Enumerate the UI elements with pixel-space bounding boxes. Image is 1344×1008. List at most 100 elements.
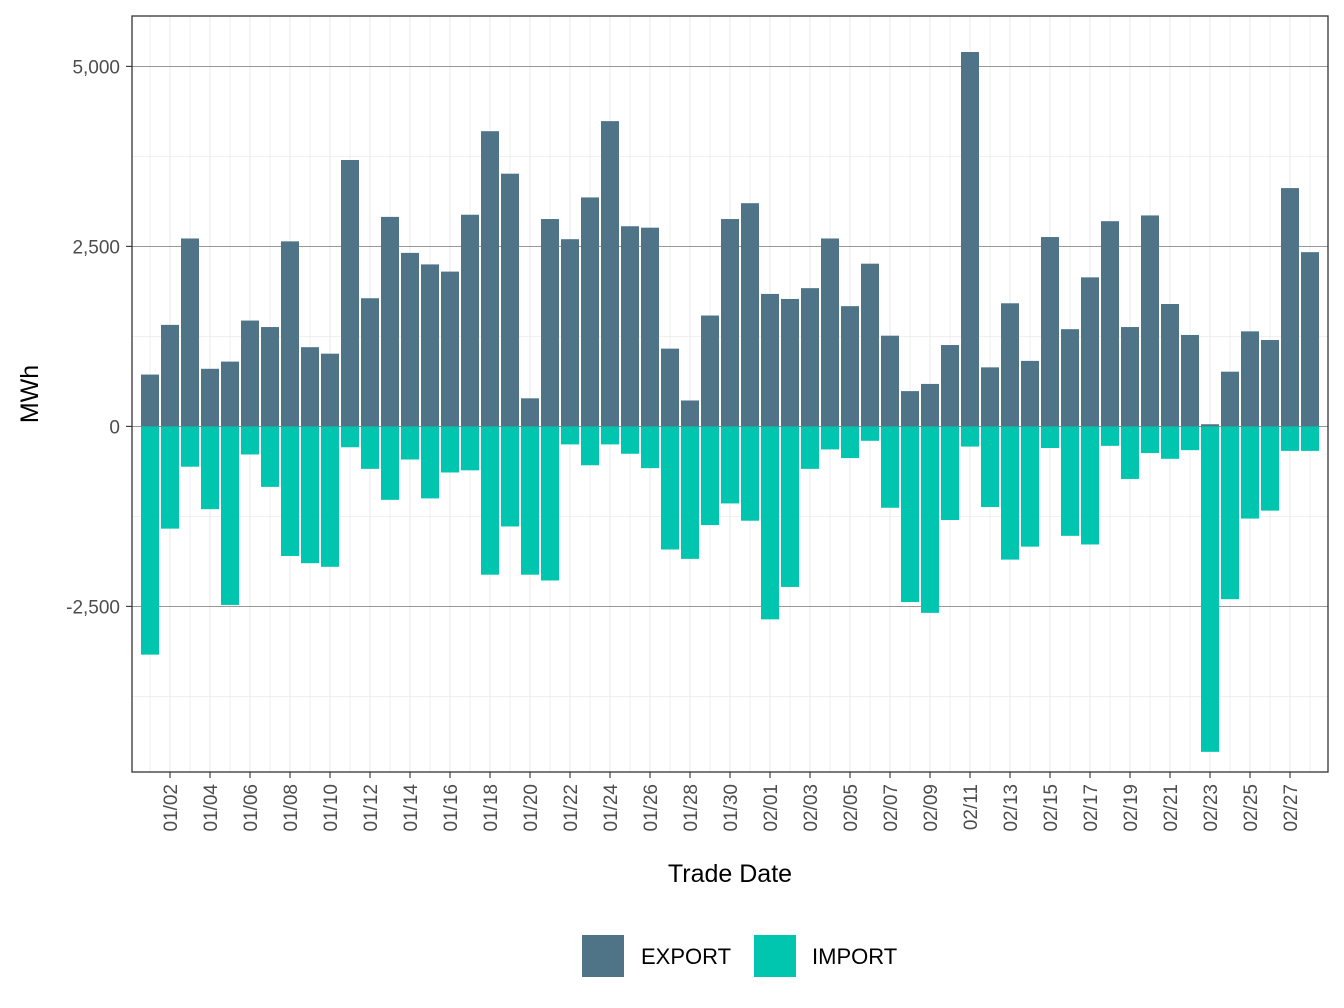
bar-export-02-08 (901, 391, 919, 427)
x-tick-label-02-25: 02/25 (1241, 784, 1262, 832)
bar-import-01-04 (201, 426, 219, 510)
bar-export-02-03 (801, 288, 819, 427)
bar-export-01-16 (441, 271, 459, 427)
bar-export-01-20 (521, 398, 539, 427)
bar-export-02-13 (1001, 303, 1019, 427)
bar-import-02-19 (1121, 426, 1139, 479)
bar-import-02-13 (1001, 426, 1019, 560)
bar-export-01-08 (281, 241, 299, 427)
x-tick-label-02-23: 02/23 (1201, 784, 1222, 832)
bar-export-02-20 (1141, 215, 1159, 427)
bar-import-02-05 (841, 426, 859, 459)
bars (141, 52, 1319, 752)
x-tick-label-01-12: 01/12 (361, 784, 382, 832)
x-tick-label-01-22: 01/22 (561, 784, 582, 832)
bar-export-02-12 (981, 367, 999, 427)
x-tick-label-02-11: 02/11 (961, 784, 982, 830)
bar-import-01-26 (641, 426, 659, 469)
x-tick-label-01-28: 01/28 (681, 784, 702, 832)
bar-export-02-17 (1081, 277, 1099, 427)
legend-label-import: IMPORT (812, 944, 897, 969)
x-axis-title: Trade Date (668, 860, 792, 888)
x-tick-label-02-15: 02/15 (1041, 784, 1062, 832)
bar-export-01-05 (221, 361, 239, 427)
bar-import-01-22 (561, 426, 579, 445)
y-tick-label-3: 5,000 (72, 57, 120, 78)
bar-export-01-23 (581, 197, 599, 427)
bar-import-01-18 (481, 426, 499, 575)
bar-export-01-26 (641, 227, 659, 427)
bar-import-02-20 (1141, 426, 1159, 454)
x-tick-label-02-21: 02/21 (1161, 784, 1182, 832)
y-tick-label-1: 0 (109, 417, 120, 438)
x-tick-label-02-03: 02/03 (801, 784, 822, 832)
bar-export-02-01 (761, 293, 779, 427)
bar-import-02-04 (821, 426, 839, 450)
bar-import-01-07 (261, 426, 279, 487)
bar-export-01-29 (701, 315, 719, 427)
bar-export-02-06 (861, 263, 879, 427)
bar-import-02-01 (761, 426, 779, 620)
x-tick-label-01-26: 01/26 (641, 784, 662, 832)
bar-export-01-13 (381, 216, 399, 427)
bar-import-01-08 (281, 426, 299, 556)
bar-export-01-28 (681, 400, 699, 427)
bar-export-01-31 (741, 203, 759, 427)
bar-export-01-22 (561, 239, 579, 427)
bar-import-01-16 (441, 426, 459, 473)
bar-import-02-21 (1161, 426, 1179, 459)
y-tick-label-2: 2,500 (72, 237, 120, 258)
bar-export-01-21 (541, 219, 559, 427)
x-tick-label-01-24: 01/24 (601, 784, 622, 832)
y-axis: -2,500 0 2,500 5,000 (66, 57, 132, 618)
bar-import-01-27 (661, 426, 679, 550)
bar-import-02-09 (921, 426, 939, 613)
bar-import-01-10 (321, 426, 339, 567)
bar-import-01-03 (181, 426, 199, 467)
bar-import-01-14 (401, 426, 419, 460)
bar-import-02-23 (1201, 426, 1219, 752)
bar-export-01-14 (401, 252, 419, 427)
bar-import-01-30 (721, 426, 739, 504)
x-tick-label-02-01: 02/01 (761, 784, 782, 832)
bar-export-01-02 (161, 324, 179, 427)
bar-import-02-02 (781, 426, 799, 587)
bar-export-02-16 (1061, 329, 1079, 427)
bar-export-01-19 (501, 173, 519, 427)
x-tick-label-01-14: 01/14 (401, 784, 422, 832)
bar-import-01-29 (701, 426, 719, 526)
bar-import-01-02 (161, 426, 179, 529)
bar-export-02-21 (1161, 304, 1179, 427)
bar-import-02-22 (1181, 426, 1199, 451)
bar-import-02-14 (1021, 426, 1039, 547)
bar-export-01-06 (241, 320, 259, 427)
bar-import-02-25 (1241, 426, 1259, 519)
bar-export-02-23 (1201, 424, 1219, 427)
bar-import-01-12 (361, 426, 379, 469)
legend: EXPORT IMPORT (582, 935, 897, 977)
bar-import-02-08 (901, 426, 919, 603)
bar-import-02-03 (801, 426, 819, 469)
bar-export-02-28 (1301, 252, 1319, 427)
bar-import-02-07 (881, 426, 899, 508)
bar-import-02-15 (1041, 426, 1059, 448)
x-tick-label-01-20: 01/20 (521, 784, 542, 832)
bar-export-01-27 (661, 348, 679, 427)
legend-label-export: EXPORT (641, 944, 731, 969)
x-tick-label-02-07: 02/07 (881, 784, 902, 832)
bar-export-02-14 (1021, 360, 1039, 427)
bar-import-01-06 (241, 426, 259, 455)
bar-export-02-02 (781, 298, 799, 427)
bar-import-01-05 (221, 426, 239, 605)
bar-import-01-24 (601, 426, 619, 445)
bar-import-01-25 (621, 426, 639, 454)
y-tick-label-0: -2,500 (66, 597, 120, 618)
bar-export-01-09 (301, 347, 319, 427)
x-tick-label-01-02: 01/02 (161, 784, 182, 832)
bar-export-01-01 (141, 374, 159, 427)
bar-export-01-30 (721, 219, 739, 427)
x-tick-label-02-27: 02/27 (1281, 784, 1302, 832)
bar-import-02-26 (1261, 426, 1279, 511)
